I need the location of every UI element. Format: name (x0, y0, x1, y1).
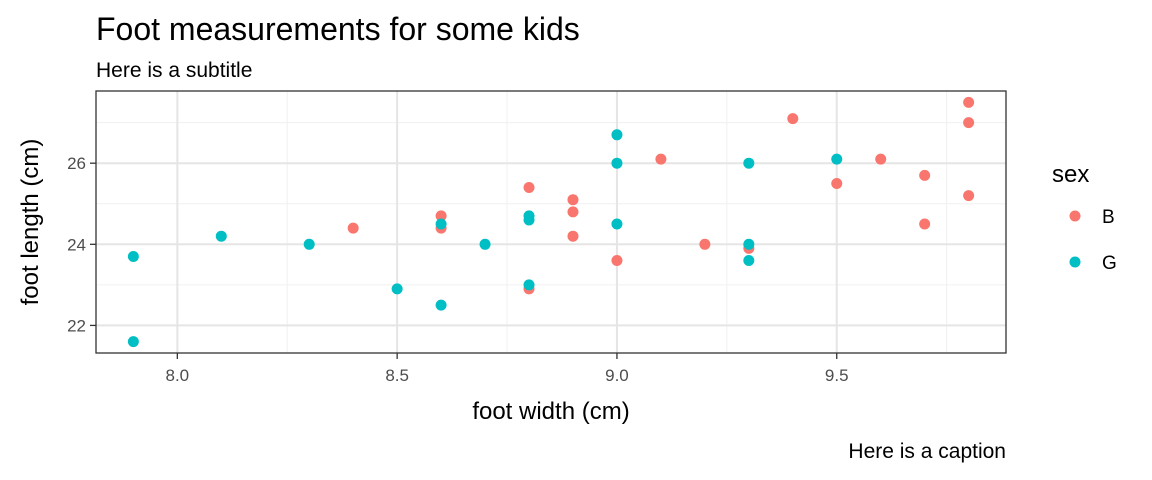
data-point-g (215, 230, 227, 242)
legend-label-g: G (1102, 253, 1117, 274)
x-tick-label: 8.0 (166, 366, 190, 385)
data-point-b (435, 210, 447, 222)
data-point-b (963, 117, 975, 129)
minor-gridlines (96, 91, 1006, 353)
legend-key-b (1069, 210, 1081, 222)
data-point-b (567, 194, 579, 206)
data-point-b (655, 153, 667, 165)
data-point-b (611, 255, 623, 267)
data-point-g (435, 218, 447, 230)
data-point-b (963, 190, 975, 202)
chart-caption: Here is a caption (848, 440, 1006, 463)
y-tick-label: 22 (67, 316, 86, 335)
data-point-g (611, 157, 623, 169)
x-tick-label: 9.0 (605, 366, 629, 385)
data-point-b (963, 96, 975, 108)
y-axis-label: foot length (cm) (17, 139, 44, 306)
x-tick-label: 9.5 (825, 366, 849, 385)
data-point-g (391, 283, 403, 295)
data-point-b (347, 222, 359, 234)
data-point-g (831, 153, 843, 165)
data-point-g (611, 218, 623, 230)
data-point-b (875, 153, 887, 165)
data-points (127, 96, 975, 348)
data-point-g (611, 129, 623, 141)
major-gridlines (96, 91, 1006, 353)
data-point-b (567, 230, 579, 242)
data-point-g (743, 157, 755, 169)
plot-panel-background (96, 91, 1006, 353)
legend: sex BG (1052, 161, 1117, 274)
data-point-b (919, 218, 931, 230)
x-axis-label: foot width (cm) (472, 398, 629, 425)
y-axis: 22 24 26 (67, 154, 96, 335)
data-point-b (787, 113, 799, 125)
y-tick-label: 26 (67, 154, 86, 173)
legend-title: sex (1052, 161, 1089, 188)
data-point-g (523, 214, 535, 226)
data-point-g (127, 250, 139, 262)
data-point-b (831, 177, 843, 189)
chart-title: Foot measurements for some kids (96, 11, 580, 47)
chart-subtitle: Here is a subtitle (96, 59, 252, 82)
data-point-g (127, 336, 139, 348)
legend-entries: BG (1069, 207, 1117, 274)
legend-label-b: B (1102, 207, 1115, 228)
data-point-g (303, 238, 315, 250)
data-point-g (743, 238, 755, 250)
legend-key-g (1069, 256, 1081, 268)
data-point-g (479, 238, 491, 250)
data-point-b (699, 238, 711, 250)
data-point-b (567, 206, 579, 218)
x-axis: 8.0 8.5 9.0 9.5 (166, 353, 849, 385)
data-point-g (743, 255, 755, 267)
y-tick-label: 24 (67, 235, 86, 254)
data-point-g (523, 279, 535, 291)
x-tick-label: 8.5 (385, 366, 409, 385)
data-point-b (523, 182, 535, 194)
data-point-b (919, 169, 931, 181)
data-point-g (435, 299, 447, 311)
plot-panel-border (95, 90, 1007, 354)
